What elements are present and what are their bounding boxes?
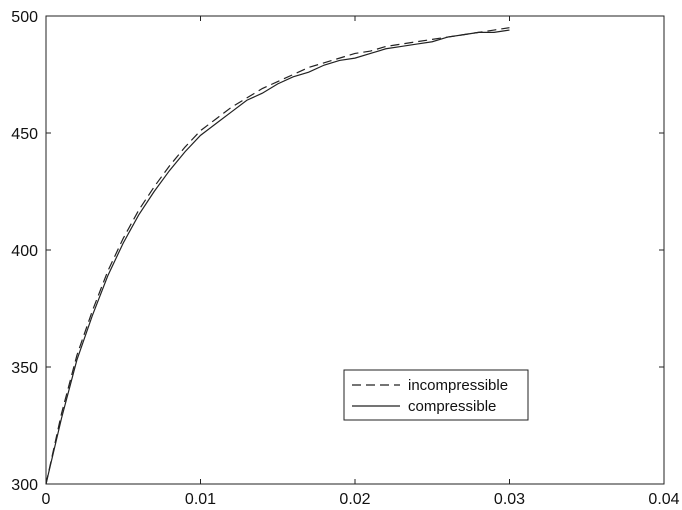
series-line-incompressible — [45, 27, 510, 485]
y-tick-label: 400 — [11, 243, 38, 260]
legend-box — [343, 369, 529, 421]
legend: incompressible compressible — [343, 369, 529, 421]
y-tick-label: 500 — [11, 9, 38, 26]
x-tick-label: 0.03 — [494, 491, 525, 508]
axis-ticks: 0 0.01 0.02 0.03 0.04 300 350 400 450 500 — [11, 9, 679, 508]
y-tick-label: 450 — [11, 126, 38, 143]
y-tick-label: 300 — [11, 477, 38, 494]
legend-label-incompressible: incompressible — [408, 377, 508, 394]
series-layer — [45, 27, 510, 485]
x-tick-label: 0 — [42, 491, 51, 508]
series-line-compressible — [45, 29, 510, 485]
x-tick-label: 0.04 — [648, 491, 679, 508]
y-tick-label: 350 — [11, 360, 38, 377]
legend-label-compressible: compressible — [408, 398, 496, 415]
x-tick-label: 0.02 — [339, 491, 370, 508]
x-tick-label: 0.01 — [185, 491, 216, 508]
